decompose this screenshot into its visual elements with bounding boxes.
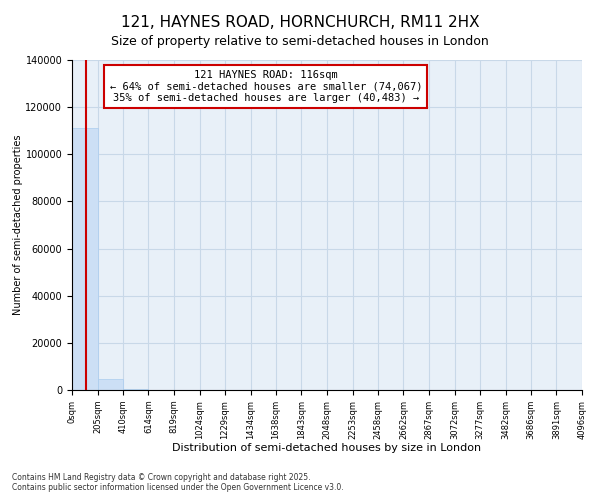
- Text: Size of property relative to semi-detached houses in London: Size of property relative to semi-detach…: [111, 35, 489, 48]
- Text: Contains HM Land Registry data © Crown copyright and database right 2025.
Contai: Contains HM Land Registry data © Crown c…: [12, 473, 344, 492]
- Text: 121, HAYNES ROAD, HORNCHURCH, RM11 2HX: 121, HAYNES ROAD, HORNCHURCH, RM11 2HX: [121, 15, 479, 30]
- Bar: [123, 389, 148, 390]
- Text: 121 HAYNES ROAD: 116sqm
← 64% of semi-detached houses are smaller (74,067)
35% o: 121 HAYNES ROAD: 116sqm ← 64% of semi-de…: [110, 70, 422, 103]
- Y-axis label: Number of semi-detached properties: Number of semi-detached properties: [13, 134, 23, 316]
- Bar: [98, 380, 123, 390]
- X-axis label: Distribution of semi-detached houses by size in London: Distribution of semi-detached houses by …: [172, 444, 482, 454]
- Bar: [72, 128, 98, 390]
